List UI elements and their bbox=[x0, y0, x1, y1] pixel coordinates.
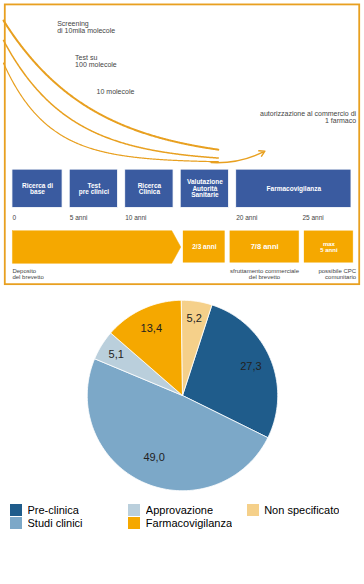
svg-text:5,2: 5,2 bbox=[187, 312, 202, 324]
svg-text:10 molecole: 10 molecole bbox=[97, 88, 135, 95]
svg-text:2/3 anni: 2/3 anni bbox=[192, 243, 216, 250]
svg-text:ValutazioneAutoritàSanitarie: ValutazioneAutoritàSanitarie bbox=[187, 178, 223, 198]
svg-text:possibile CPCcomunitario: possibile CPCcomunitario bbox=[318, 268, 356, 280]
svg-text:Screeningdi 10mila molecole: Screeningdi 10mila molecole bbox=[57, 20, 115, 34]
html-text:Approvazione: Approvazione bbox=[145, 504, 214, 516]
svg-text:autorizzazione al commercio di: autorizzazione al commercio di1 farmaco bbox=[260, 110, 357, 124]
svg-text:Testpre clinici: Testpre clinici bbox=[79, 182, 110, 197]
svg-text:20 anni: 20 anni bbox=[236, 214, 257, 221]
svg-text:10 anni: 10 anni bbox=[125, 214, 146, 221]
html-text:Farmacovigilanza: Farmacovigilanza bbox=[145, 517, 232, 529]
svg-text:13,4: 13,4 bbox=[141, 322, 162, 334]
svg-text:Test su100 molecole: Test su100 molecole bbox=[75, 54, 117, 68]
svg-text:5 anni: 5 anni bbox=[70, 214, 88, 221]
svg-text:Farmacovigilanza: Farmacovigilanza bbox=[267, 185, 322, 193]
html-text:Pre-clinica: Pre-clinica bbox=[27, 504, 79, 516]
svg-text:RicercaClinica: RicercaClinica bbox=[138, 182, 162, 196]
svg-text:49,0: 49,0 bbox=[143, 451, 164, 463]
svg-text:5,1: 5,1 bbox=[109, 348, 124, 360]
svg-text:25 anni: 25 anni bbox=[302, 214, 323, 221]
html-text:Studi clinici: Studi clinici bbox=[27, 517, 83, 529]
svg-text:sfruttamento commercialedel br: sfruttamento commercialedel brevetto bbox=[230, 268, 300, 280]
svg-text:Ricerca dibase: Ricerca dibase bbox=[22, 182, 53, 196]
svg-text:7/8 anni: 7/8 anni bbox=[251, 242, 279, 251]
svg-text:27,3: 27,3 bbox=[240, 360, 261, 372]
svg-text:max5 anni: max5 anni bbox=[320, 241, 338, 253]
svg-text:0: 0 bbox=[12, 214, 16, 221]
svg-text:Depositodel brevetto: Depositodel brevetto bbox=[12, 268, 44, 280]
html-text:Non specificato: Non specificato bbox=[264, 504, 340, 516]
